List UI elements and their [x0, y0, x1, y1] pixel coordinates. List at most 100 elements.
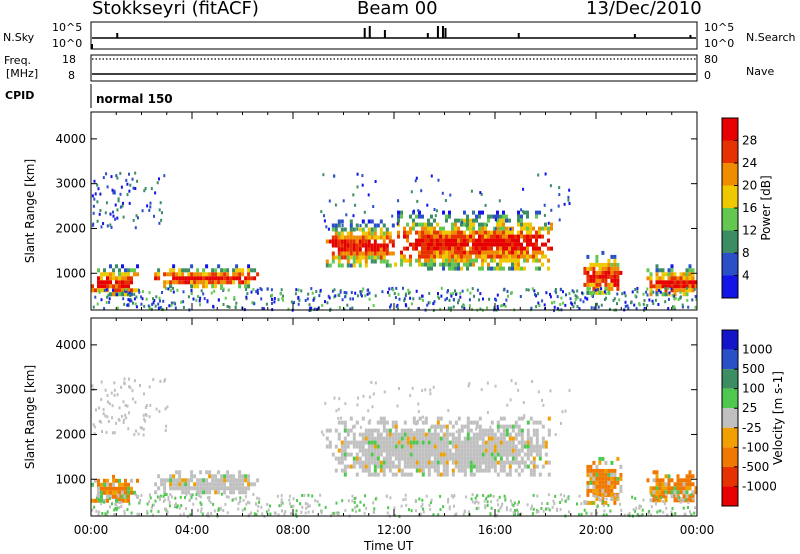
heatmap-cell	[547, 460, 551, 465]
heatmap-cell	[359, 224, 362, 228]
heatmap-cell	[427, 472, 431, 477]
heatmap-cell	[163, 482, 167, 487]
heatmap-cell	[114, 506, 117, 510]
heatmap-cell	[475, 440, 479, 445]
heatmap-cell	[415, 242, 418, 247]
heatmap-cell	[440, 294, 443, 298]
heatmap-cell	[120, 500, 123, 504]
heatmap-cell	[307, 510, 310, 514]
heatmap-cell	[187, 486, 191, 491]
heatmap-cell	[685, 284, 689, 289]
heatmap-cell	[173, 301, 176, 305]
heatmap-cell	[469, 436, 473, 441]
heatmap-cell	[532, 493, 535, 497]
heatmap-cell	[418, 210, 421, 215]
heatmap-cell	[508, 230, 511, 235]
heatmap-cell	[412, 226, 415, 231]
heatmap-cell	[613, 496, 617, 501]
heatmap-cell	[468, 512, 471, 516]
heatmap-cell	[598, 488, 602, 493]
heatmap-cell	[349, 247, 353, 252]
heatmap-cell	[523, 234, 526, 239]
velocity-colorbar-label: -1000	[742, 479, 777, 493]
heatmap-cell	[505, 234, 508, 239]
heatmap-cell	[149, 205, 152, 209]
heatmap-cell	[214, 276, 218, 281]
heatmap-cell	[547, 416, 551, 421]
heatmap-cell	[355, 440, 359, 445]
heatmap-cell	[517, 218, 520, 223]
heatmap-cell	[607, 480, 611, 485]
heatmap-cell	[514, 452, 518, 457]
heatmap-cell	[572, 290, 575, 294]
heatmap-cell	[412, 222, 415, 227]
heatmap-cell	[394, 444, 398, 449]
heatmap-cell	[396, 404, 399, 408]
heatmap-cell	[223, 486, 227, 491]
heatmap-cell	[439, 254, 442, 259]
heatmap-cell	[596, 504, 599, 508]
heatmap-cell	[662, 500, 665, 503]
heatmap-cell	[469, 428, 473, 433]
heatmap-cell	[662, 510, 665, 514]
heatmap-cell	[424, 420, 428, 425]
heatmap-cell	[200, 510, 203, 514]
heatmap-cell	[370, 243, 374, 248]
heatmap-cell	[113, 189, 116, 193]
heatmap-cell	[138, 501, 141, 505]
heatmap-cell	[337, 239, 341, 244]
heatmap-cell	[514, 420, 518, 425]
heatmap-cell	[616, 480, 620, 485]
heatmap-cell	[636, 513, 639, 516]
velocity-colorbar-segment	[722, 369, 738, 389]
heatmap-cell	[604, 488, 608, 493]
heatmap-cell	[118, 276, 121, 281]
heatmap-cell	[670, 287, 673, 291]
heatmap-cell	[366, 292, 369, 296]
heatmap-cell	[102, 412, 105, 416]
heatmap-cell	[367, 440, 371, 445]
velocity-colorbar-label: -100	[742, 440, 769, 454]
heatmap-cell	[320, 511, 323, 515]
heatmap-cell	[227, 495, 230, 499]
heatmap-cell	[436, 464, 440, 469]
heatmap-cell	[442, 246, 445, 251]
heatmap-cell	[361, 444, 365, 449]
heatmap-cell	[136, 272, 139, 277]
heatmap-cell	[541, 398, 543, 402]
heatmap-cell	[508, 432, 512, 437]
heatmap-cell	[362, 394, 365, 398]
heatmap-cell	[122, 201, 124, 205]
heatmap-cell	[328, 444, 332, 449]
heatmap-cell	[579, 298, 582, 302]
heatmap-cell	[340, 263, 344, 268]
heatmap-cell	[493, 468, 497, 473]
heatmap-cell	[442, 448, 446, 453]
heatmap-cell	[424, 262, 427, 267]
heatmap-cell	[307, 493, 310, 497]
velocity-colorbar-segment	[722, 486, 738, 506]
heatmap-cell	[361, 416, 365, 421]
heatmap-cell	[613, 472, 617, 477]
heatmap-cell	[538, 258, 541, 263]
heatmap-cell	[504, 496, 507, 500]
heatmap-cell	[349, 243, 353, 248]
heatmap-cell	[466, 432, 470, 437]
heatmap-cell	[167, 496, 170, 500]
heatmap-cell	[427, 250, 430, 255]
heatmap-cell	[534, 293, 536, 297]
heatmap-cell	[202, 482, 206, 487]
heatmap-cell	[320, 430, 323, 434]
heatmap-cell	[613, 480, 617, 485]
heatmap-cell	[687, 305, 690, 309]
heatmap-cell	[106, 482, 109, 487]
heatmap-cell	[445, 432, 449, 437]
heatmap-cell	[190, 470, 194, 475]
heatmap-cell	[523, 440, 527, 445]
heatmap-cell	[655, 284, 659, 289]
heatmap-cell	[118, 272, 121, 277]
heatmap-cell	[522, 210, 524, 214]
heatmap-cell	[502, 288, 505, 292]
power-colorbar-label: 16	[742, 201, 757, 215]
heatmap-cell	[93, 432, 96, 436]
